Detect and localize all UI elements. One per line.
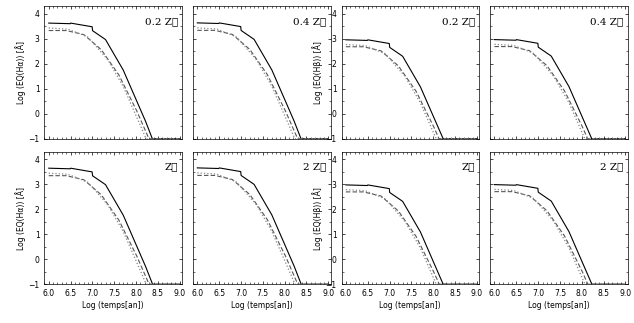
Text: 0.2 Z☉: 0.2 Z☉ — [145, 17, 178, 26]
Y-axis label: Log (EQ(Hα)) [Å]: Log (EQ(Hα)) [Å] — [15, 187, 25, 250]
X-axis label: Log (temps[an]): Log (temps[an]) — [231, 301, 292, 310]
X-axis label: Log (temps[an]): Log (temps[an]) — [82, 301, 144, 310]
Y-axis label: Log (EQ(Hβ)) [Å]: Log (EQ(Hβ)) [Å] — [312, 41, 323, 104]
X-axis label: Log (temps[an]): Log (temps[an]) — [528, 301, 590, 310]
Text: 0.4 Z☉: 0.4 Z☉ — [590, 17, 623, 26]
Text: 2 Z☉: 2 Z☉ — [600, 162, 623, 172]
Text: 2 Z☉: 2 Z☉ — [303, 162, 327, 172]
Text: 0.2 Z☉: 0.2 Z☉ — [442, 17, 475, 26]
Text: Z☉: Z☉ — [462, 162, 475, 172]
Y-axis label: Log (EQ(Hα)) [Å]: Log (EQ(Hα)) [Å] — [15, 41, 25, 104]
Y-axis label: Log (EQ(Hβ)) [Å]: Log (EQ(Hβ)) [Å] — [312, 187, 323, 250]
X-axis label: Log (temps[an]): Log (temps[an]) — [380, 301, 441, 310]
Text: 0.4 Z☉: 0.4 Z☉ — [293, 17, 327, 26]
Text: Z☉: Z☉ — [164, 162, 178, 172]
